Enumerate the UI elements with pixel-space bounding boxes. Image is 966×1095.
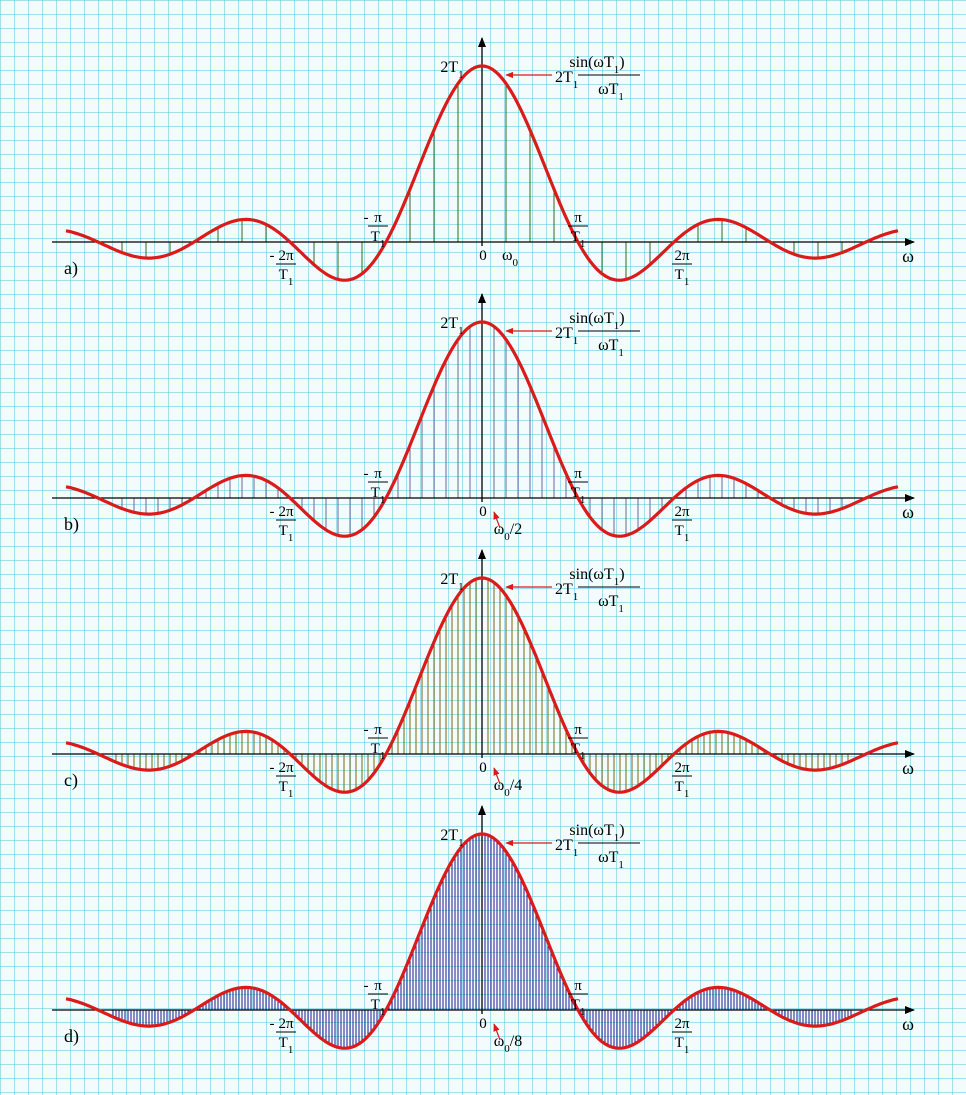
- tick-pi-pos-num: π: [574, 210, 582, 226]
- tick-pi-neg-num: π: [374, 210, 382, 226]
- spacing-label-d: ω0/8: [494, 1033, 522, 1055]
- spacing-label-c: ω0/4: [494, 777, 522, 799]
- panel-label-c: c): [64, 770, 78, 791]
- peak-label: 2T1: [440, 571, 463, 593]
- panel-label-a: a): [64, 258, 78, 279]
- formula-coef: 2T1: [555, 69, 578, 91]
- sinc-curve-a: [65, 64, 899, 282]
- formula-denominator: ωT1: [598, 81, 624, 103]
- tick-2pi-neg-num: 2π: [278, 248, 294, 264]
- peak-label: 2T1: [440, 59, 463, 81]
- tick-2pi-pos-den: T1: [675, 1035, 690, 1056]
- tick-2pi-pos-den: T1: [675, 523, 690, 544]
- tick-pi-neg-num: π: [374, 978, 382, 994]
- tick-2pi-neg-num: 2π: [278, 504, 294, 520]
- spacing-label-a: ω0: [502, 247, 519, 269]
- omega-axis-label: ω: [902, 1014, 914, 1034]
- tick-pi-neg-sign: -: [364, 210, 369, 226]
- omega-axis-label: ω: [902, 758, 914, 778]
- origin-label: 0: [479, 1016, 487, 1032]
- tick-2pi-pos-num: 2π: [674, 504, 690, 520]
- spacing-arrow-d: [493, 1023, 501, 1041]
- panel-label-b: b): [64, 514, 79, 535]
- formula-denominator: ωT1: [598, 849, 624, 871]
- origin-label: 0: [479, 248, 487, 264]
- sinc-curve-b: [65, 320, 899, 538]
- tick-2pi-neg-den: T1: [279, 267, 294, 288]
- sinc-curve-d: [65, 832, 899, 1050]
- tick-pi-neg-den: T1: [371, 741, 386, 762]
- omega-axis-label: ω: [902, 502, 914, 522]
- tick-pi-neg-den: T1: [371, 485, 386, 506]
- tick-2pi-neg-den: T1: [279, 1035, 294, 1056]
- tick-pi-neg-sign: -: [364, 978, 369, 994]
- tick-2pi-pos-num: 2π: [674, 1016, 690, 1032]
- formula-numerator: sin(ωT1): [569, 822, 624, 844]
- sinc-curve-c: [65, 576, 899, 794]
- spacing-arrow-c: [493, 767, 501, 785]
- tick-2pi-neg-sign: -: [270, 504, 275, 520]
- tick-pi-pos-num: π: [574, 722, 582, 738]
- tick-pi-neg-num: π: [374, 466, 382, 482]
- tick-2pi-pos-den: T1: [675, 267, 690, 288]
- peak-label: 2T1: [440, 827, 463, 849]
- tick-2pi-pos-den: T1: [675, 779, 690, 800]
- tick-2pi-pos-num: 2π: [674, 760, 690, 776]
- tick-pi-pos-den: T1: [571, 229, 586, 250]
- tick-2pi-neg-sign: -: [270, 248, 275, 264]
- tick-2pi-neg-den: T1: [279, 779, 294, 800]
- omega-axis-label: ω: [902, 246, 914, 266]
- tick-2pi-neg-den: T1: [279, 523, 294, 544]
- tick-pi-neg-sign: -: [364, 722, 369, 738]
- tick-2pi-pos-num: 2π: [674, 248, 690, 264]
- origin-label: 0: [479, 504, 487, 520]
- tick-pi-pos-den: T1: [571, 485, 586, 506]
- tick-pi-neg-num: π: [374, 722, 382, 738]
- formula-numerator: sin(ωT1): [569, 566, 624, 588]
- tick-pi-neg-den: T1: [371, 997, 386, 1018]
- origin-label: 0: [479, 760, 487, 776]
- formula-denominator: ωT1: [598, 593, 624, 615]
- tick-2pi-neg-sign: -: [270, 760, 275, 776]
- tick-2pi-neg-num: 2π: [278, 1016, 294, 1032]
- stems-c: [115, 578, 849, 793]
- spacing-arrow-b: [493, 511, 501, 529]
- formula-numerator: sin(ωT1): [569, 310, 624, 332]
- tick-pi-neg-sign: -: [364, 466, 369, 482]
- formula-numerator: sin(ωT1): [569, 54, 624, 76]
- formula-coef: 2T1: [555, 837, 578, 859]
- panel-label-d: d): [64, 1026, 79, 1047]
- peak-label: 2T1: [440, 315, 463, 337]
- stems-d: [112, 834, 852, 1049]
- tick-2pi-neg-sign: -: [270, 1016, 275, 1032]
- tick-pi-pos-den: T1: [571, 741, 586, 762]
- formula-coef: 2T1: [555, 581, 578, 603]
- formula-denominator: ωT1: [598, 337, 624, 359]
- tick-pi-pos-num: π: [574, 466, 582, 482]
- tick-2pi-neg-num: 2π: [278, 760, 294, 776]
- tick-pi-pos-den: T1: [571, 997, 586, 1018]
- formula-coef: 2T1: [555, 325, 578, 347]
- tick-pi-pos-num: π: [574, 978, 582, 994]
- spacing-label-b: ω0/2: [494, 521, 522, 543]
- tick-pi-neg-den: T1: [371, 229, 386, 250]
